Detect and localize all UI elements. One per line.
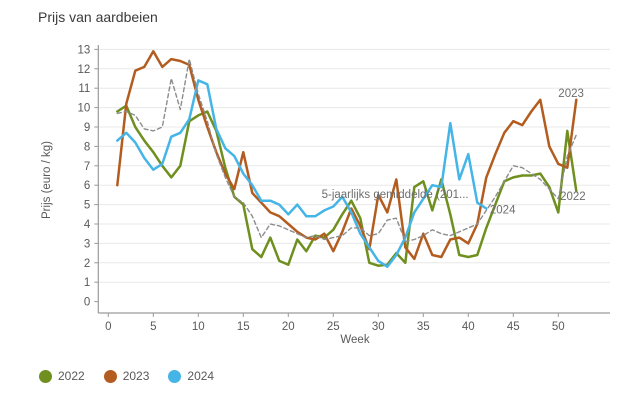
series-line-2024[interactable] xyxy=(116,79,488,268)
x-tick-label: 25 xyxy=(327,321,340,333)
y-tick-label: 2 xyxy=(84,258,90,270)
y-tick-label: 4 xyxy=(84,219,91,231)
x-tick-label: 40 xyxy=(462,321,475,333)
y-tick-label: 6 xyxy=(84,180,90,192)
y-tick-label: 9 xyxy=(84,122,90,134)
series-line-2022[interactable] xyxy=(116,104,578,267)
y-tick-label: 0 xyxy=(84,297,90,309)
annotation-label-2022: 2022 xyxy=(560,191,586,203)
y-tick-label: 12 xyxy=(78,64,91,76)
legend-dot-2023 xyxy=(103,369,117,383)
x-tick-label: 15 xyxy=(237,321,250,333)
y-tick-label: 10 xyxy=(78,103,91,115)
x-tick-label: 50 xyxy=(552,321,565,333)
annotation-label-5-jaarlijks-gemiddelde-201-: 5-jaarlijks gemiddelde (201... xyxy=(322,189,469,201)
x-tick-label: 0 xyxy=(105,321,111,333)
legend-label: 2022 xyxy=(58,369,85,383)
y-tick-label: 5 xyxy=(84,200,90,212)
series-line-2023[interactable] xyxy=(116,50,578,261)
legend-item-2024[interactable]: 2024 xyxy=(168,369,214,383)
x-axis-title: Week xyxy=(340,334,370,346)
y-tick-label: 11 xyxy=(78,83,90,95)
y-tick-label: 1 xyxy=(84,277,90,289)
y-tick-label: 7 xyxy=(84,161,90,173)
chart-title: Prijs van aardbeien xyxy=(38,9,158,25)
legend-label: 2023 xyxy=(122,369,150,383)
y-tick-label: 3 xyxy=(84,238,90,250)
annotation-label-2024: 2024 xyxy=(490,204,516,216)
y-tick-label: 13 xyxy=(78,44,91,56)
x-tick-label: 45 xyxy=(507,321,520,333)
series-line-5-jaarlijks-gemiddelde[interactable] xyxy=(116,58,577,243)
legend-item-2022[interactable]: 2022 xyxy=(39,369,85,383)
x-tick-label: 10 xyxy=(192,321,205,333)
y-tick-label: 8 xyxy=(84,141,90,153)
legend-item-2023[interactable]: 2023 xyxy=(103,369,150,383)
annotation-label-2023: 2023 xyxy=(558,88,584,100)
legend-label: 2024 xyxy=(187,369,215,383)
x-tick-label: 30 xyxy=(372,321,385,333)
chart-legend: 2022 2023 2024 xyxy=(39,369,214,383)
x-tick-label: 20 xyxy=(282,321,295,333)
legend-dot-2024 xyxy=(168,369,182,383)
legend-dot-2022 xyxy=(39,369,52,383)
x-tick-label: 5 xyxy=(150,321,156,333)
x-tick-label: 35 xyxy=(417,321,430,333)
